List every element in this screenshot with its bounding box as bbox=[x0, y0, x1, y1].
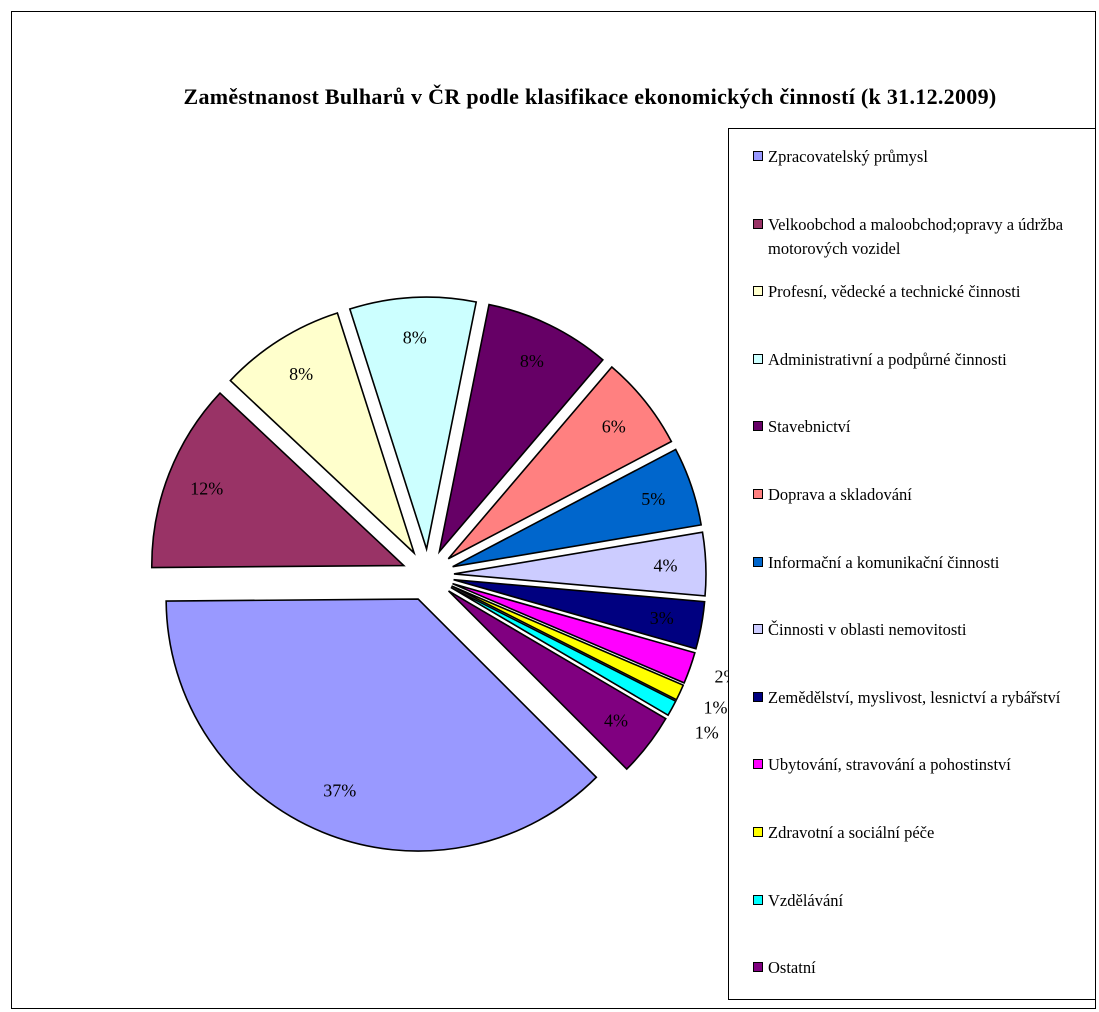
legend-label: Velkoobchod a maloobchod;opravy a údržba… bbox=[768, 214, 1064, 258]
pie-slice-9 bbox=[453, 578, 706, 650]
legend: Zpracovatelský průmysl Velkoobchod a malo… bbox=[728, 128, 1096, 1000]
legend-swatch bbox=[753, 421, 763, 432]
data-label-7: 5% bbox=[641, 489, 665, 509]
legend-label: Stavebnictví bbox=[768, 417, 851, 437]
legend-item: Činnosti v oblasti nemovitosti bbox=[753, 618, 1083, 642]
data-label-13: 4% bbox=[604, 710, 628, 730]
data-label-8: 4% bbox=[654, 556, 678, 576]
legend-label: Ubytování, stravování a pohostinství bbox=[768, 755, 1011, 775]
chart-title: Zaměstnanost Bulharů v ČR podle klasifik… bbox=[183, 84, 997, 109]
legend-swatch bbox=[753, 218, 763, 229]
data-label-4: 8% bbox=[403, 328, 427, 348]
legend-swatch bbox=[753, 962, 763, 973]
legend-item: Zpracovatelský průmysl bbox=[753, 145, 1083, 169]
legend-item: Ostatní bbox=[753, 956, 1083, 980]
legend-item: Stavebnictví bbox=[753, 415, 1083, 439]
legend-swatch bbox=[753, 759, 763, 770]
legend-item: Doprava a skladování bbox=[753, 483, 1083, 507]
legend-item: Ubytování, stravování a pohostinství bbox=[753, 753, 1083, 777]
legend-label: Informační a komunikační činnosti bbox=[768, 552, 1000, 572]
pie-slice-8 bbox=[453, 531, 707, 597]
legend-swatch bbox=[753, 556, 763, 567]
legend-label: Administrativní a podpůrné činnosti bbox=[768, 349, 1007, 369]
data-label-9: 3% bbox=[650, 608, 674, 628]
legend-label: Zdravotní a sociální péče bbox=[768, 823, 935, 842]
data-label-11: 1% bbox=[704, 698, 728, 718]
pie-slice-10 bbox=[452, 582, 696, 684]
data-label-12: 1% bbox=[695, 723, 719, 743]
legend-swatch bbox=[753, 894, 763, 905]
legend-swatch bbox=[753, 827, 763, 837]
legend-swatch bbox=[753, 151, 763, 161]
pie-slice-1 bbox=[165, 598, 598, 852]
legend-swatch bbox=[753, 286, 763, 297]
pie-slice-11 bbox=[451, 585, 685, 701]
legend-item: Vzdělávání bbox=[753, 889, 1083, 913]
data-label-3: 8% bbox=[289, 364, 313, 384]
data-label-2: 12% bbox=[190, 478, 223, 498]
legend-label: Zpracovatelský průmysl bbox=[768, 147, 928, 166]
pie-slices bbox=[150, 296, 707, 852]
data-label-6: 6% bbox=[602, 417, 626, 437]
pie-slice-13 bbox=[447, 590, 667, 771]
legend-label: Profesní, vědecké a technické činnosti bbox=[768, 282, 1021, 302]
pie-slice-5 bbox=[437, 303, 604, 555]
pie-slice-7 bbox=[452, 448, 703, 568]
legend-label: Činnosti v oblasti nemovitosti bbox=[768, 620, 967, 640]
legend-item: Zemědělství, myslivost, lesnictví a rybá… bbox=[753, 686, 1083, 710]
legend-swatch bbox=[753, 691, 763, 702]
legend-item: Velkoobchod a maloobchod;opravy a údržba… bbox=[753, 213, 1083, 261]
legend-swatch bbox=[753, 624, 763, 635]
legend-item: Administrativní a podpůrné činnosti bbox=[753, 348, 1083, 372]
legend-label: Doprava a skladování bbox=[768, 485, 912, 504]
legend-swatch bbox=[753, 489, 763, 499]
pie-slice-4 bbox=[348, 296, 478, 553]
pie-slice-6 bbox=[447, 365, 673, 560]
legend-item: Zdravotní a sociální péče bbox=[753, 821, 1083, 845]
legend-item: Informační a komunikační činnosti bbox=[753, 551, 1083, 575]
legend-swatch bbox=[753, 353, 763, 364]
pie-slice-12 bbox=[450, 586, 677, 717]
data-label-5: 8% bbox=[520, 351, 544, 371]
pie-slice-2 bbox=[150, 391, 406, 569]
legend-item: Profesní, vědecké a technické činnosti bbox=[753, 280, 1083, 304]
legend-label: Ostatní bbox=[768, 958, 816, 978]
data-label-1: 37% bbox=[323, 780, 356, 800]
pie-slice-3 bbox=[229, 311, 416, 556]
legend-label: Vzdělávání bbox=[768, 890, 844, 910]
legend-label: Zemědělství, myslivost, lesnictví a rybá… bbox=[768, 687, 1061, 707]
pie-labels: 37%12%8%8%8%6%5%4%3%2%1%1%4% bbox=[190, 328, 738, 801]
